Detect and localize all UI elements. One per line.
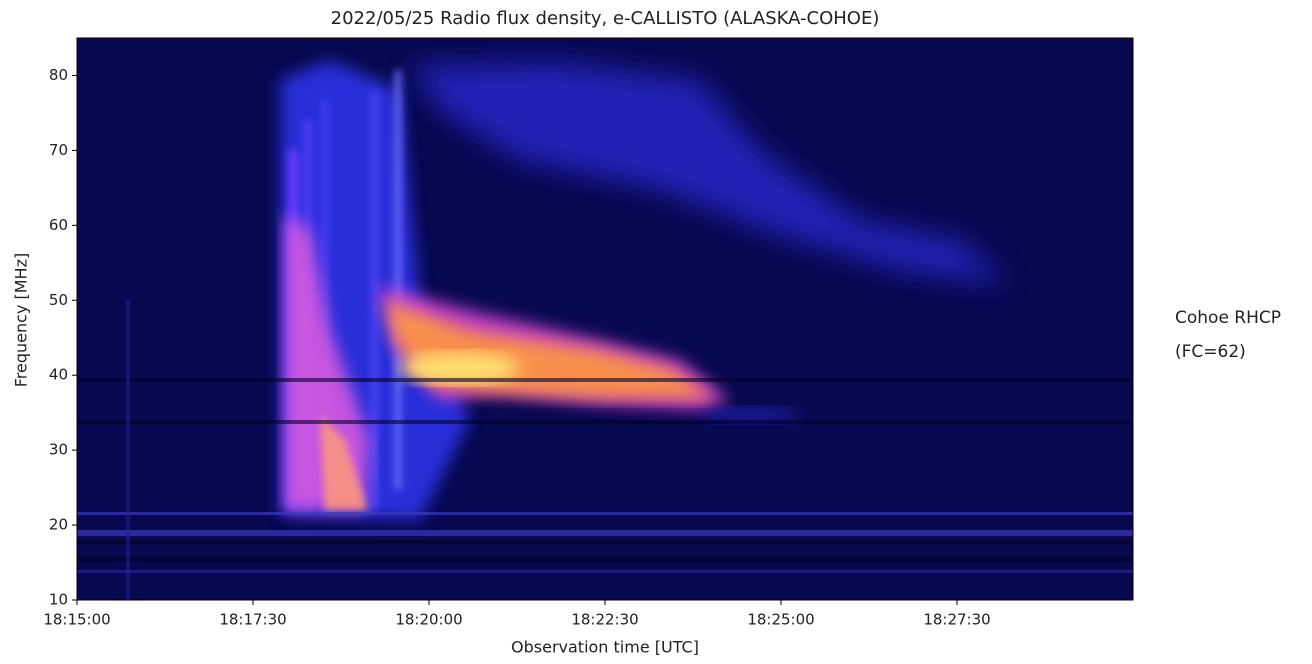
- x-tick-label: 18:22:30: [571, 611, 638, 629]
- y-tick-label: 40: [49, 366, 68, 384]
- interference: [77, 300, 1133, 600]
- drift-band-peak: [400, 352, 520, 384]
- y-tick-label: 70: [49, 141, 68, 159]
- y-tick-label: 60: [49, 216, 68, 234]
- y-tick-label: 30: [49, 441, 68, 459]
- y-tick-label: 50: [49, 291, 68, 309]
- burst-core: [285, 215, 370, 510]
- x-axis-label: Observation time [UTC]: [511, 638, 699, 657]
- y-tick-label: 10: [49, 591, 68, 609]
- diffuse-emission: [700, 407, 800, 423]
- x-tick-label: 18:27:30: [923, 611, 990, 629]
- burst-tail: [320, 415, 368, 510]
- y-tick-label: 20: [49, 516, 68, 534]
- y-tick-label: 80: [49, 66, 68, 84]
- chart-title: 2022/05/25 Radio flux density, e-CALLIST…: [331, 8, 880, 29]
- x-tick-label: 18:17:30: [219, 611, 286, 629]
- y-axis-label: Frequency [MHz]: [12, 253, 31, 387]
- x-tick-label: 18:20:00: [395, 611, 462, 629]
- spectrogram: [77, 38, 1133, 600]
- annotation: Cohoe RHCP: [1175, 308, 1281, 328]
- annotation: (FC=62): [1175, 342, 1246, 362]
- diffuse-emission: [410, 62, 1010, 285]
- x-tick-label: 18:15:00: [43, 611, 110, 629]
- x-tick-label: 18:25:00: [747, 611, 814, 629]
